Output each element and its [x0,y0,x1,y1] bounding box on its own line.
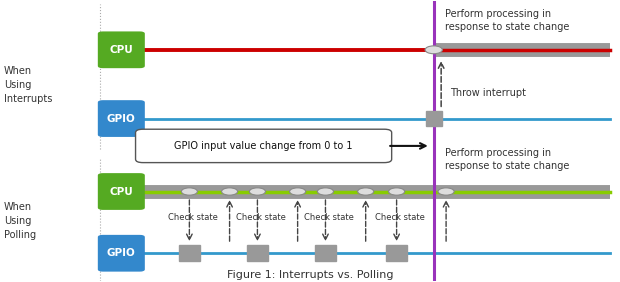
Text: GPIO input value change from 0 to 1: GPIO input value change from 0 to 1 [174,141,353,151]
Bar [247,245,268,261]
Bar [426,111,442,126]
Text: CPU: CPU [110,45,133,55]
FancyBboxPatch shape [98,235,145,272]
FancyBboxPatch shape [98,100,145,137]
FancyBboxPatch shape [98,173,145,210]
Text: Throw interrupt: Throw interrupt [450,88,526,98]
FancyBboxPatch shape [98,31,145,68]
Circle shape [221,188,237,195]
Circle shape [290,188,306,195]
Circle shape [181,188,197,195]
Text: Perform processing in
response to state change: Perform processing in response to state … [445,148,569,171]
Bar [386,245,407,261]
Text: Check state: Check state [167,213,218,222]
Text: CPU: CPU [110,186,133,197]
Bar [315,245,336,261]
Bar [179,245,200,261]
Text: Perform processing in
response to state change: Perform processing in response to state … [445,9,569,32]
Text: Check state: Check state [304,213,353,222]
Text: When
Using
Polling: When Using Polling [4,202,36,240]
Text: GPIO: GPIO [107,114,136,124]
Circle shape [249,188,265,195]
Circle shape [358,188,374,195]
FancyBboxPatch shape [136,129,392,163]
Text: Figure 1: Interrupts vs. Polling: Figure 1: Interrupts vs. Polling [227,270,393,280]
Text: Check state: Check state [374,213,425,222]
Circle shape [425,46,443,54]
Text: When
Using
Interrupts: When Using Interrupts [4,66,52,104]
Circle shape [438,188,454,195]
Text: GPIO: GPIO [107,248,136,258]
Circle shape [317,188,334,195]
Circle shape [389,188,405,195]
Text: Check state: Check state [236,213,285,222]
